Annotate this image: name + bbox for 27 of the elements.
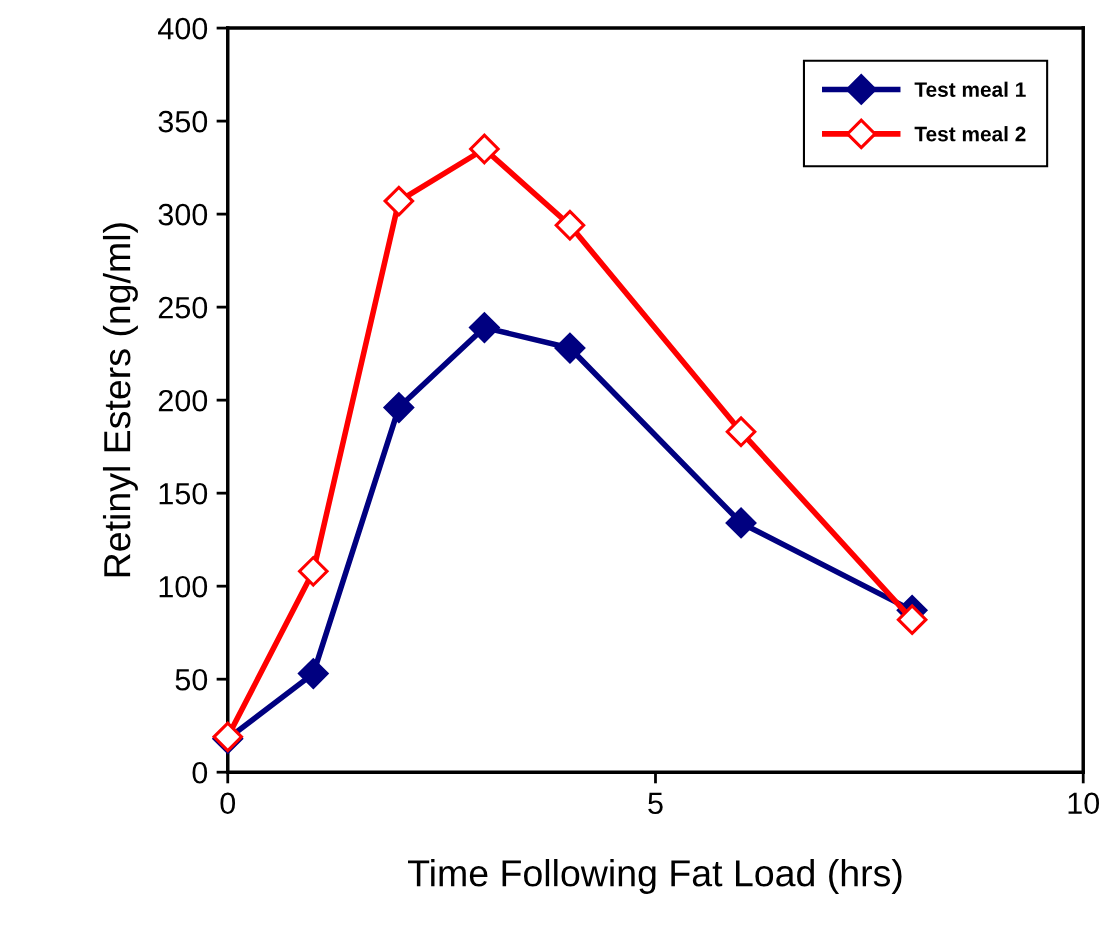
y-tick-label: 250: [158, 296, 208, 319]
point: [896, 604, 928, 635]
y-tick-label: 400: [158, 17, 208, 40]
x-axis-title: Time Following Fat Load (hrs): [408, 859, 902, 894]
x-tick-label: 5: [648, 792, 663, 815]
legend-label: Test meal 2: [914, 126, 1026, 142]
y-tick-label: 300: [158, 203, 208, 226]
y-axis-title: Retinyl Esters (ng/ml): [102, 223, 138, 577]
x-tick-label: 10: [1068, 792, 1100, 815]
y-tick-label: 150: [159, 482, 208, 505]
point: [554, 209, 586, 241]
point: [725, 507, 757, 539]
point: [554, 332, 586, 364]
point: [725, 416, 757, 448]
point: [298, 556, 329, 587]
y-tick-label: 50: [175, 668, 208, 691]
point: [469, 133, 500, 165]
point: [383, 392, 415, 423]
legend-label: Test meal 1: [914, 81, 1026, 97]
point: [383, 185, 415, 217]
x-tick-label: 0: [220, 792, 236, 815]
y-tick-label: 100: [159, 575, 208, 598]
point: [469, 312, 500, 343]
y-tick-label: 350: [158, 110, 208, 133]
point: [298, 658, 329, 689]
y-tick-label: 200: [158, 389, 208, 412]
y-tick-label: 0: [192, 761, 208, 784]
